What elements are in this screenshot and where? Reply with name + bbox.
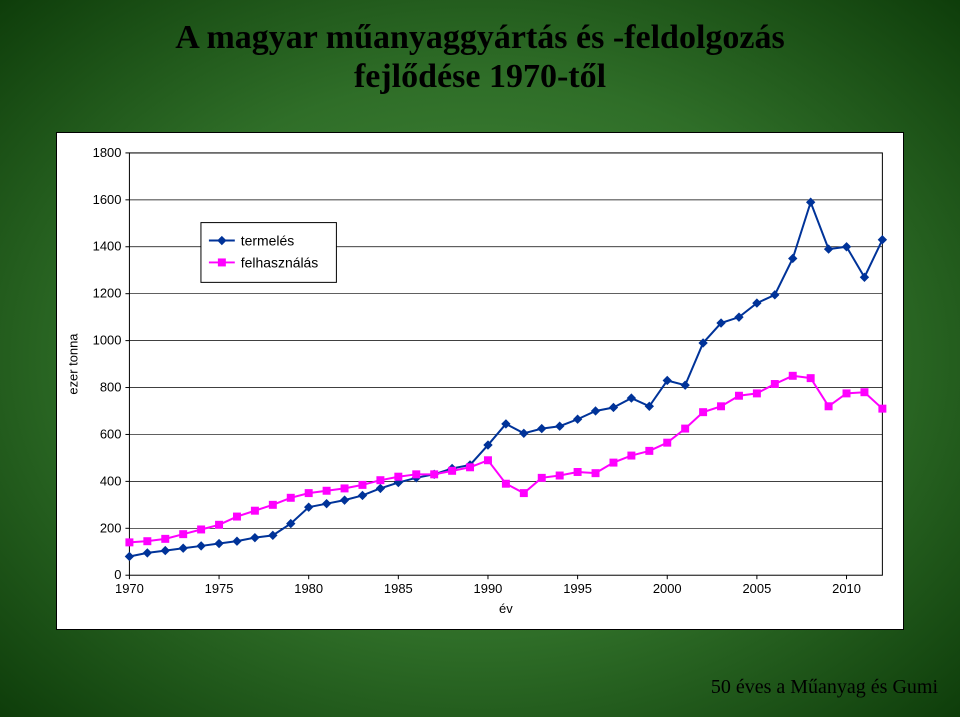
x-tick-label: 1980: [294, 581, 323, 596]
series-marker: [431, 471, 438, 478]
series-marker: [861, 389, 868, 396]
y-tick-label: 600: [100, 426, 122, 441]
legend-label: termelés: [241, 233, 294, 249]
series-marker: [216, 521, 223, 528]
series-marker: [735, 392, 742, 399]
series-marker: [825, 403, 832, 410]
series-marker: [646, 447, 653, 454]
series-marker: [700, 409, 707, 416]
series-marker: [879, 405, 886, 412]
x-tick-label: 1975: [205, 581, 234, 596]
series-marker: [628, 452, 635, 459]
y-tick-label: 1600: [93, 192, 122, 207]
series-marker: [484, 457, 491, 464]
series-marker: [198, 526, 205, 533]
series-marker: [269, 501, 276, 508]
title-line-2: fejlődése 1970-től: [0, 57, 960, 96]
x-tick-label: 1995: [563, 581, 592, 596]
y-axis-title: ezer tonna: [66, 333, 81, 395]
series-marker: [287, 494, 294, 501]
series-marker: [126, 539, 133, 546]
series-marker: [180, 531, 187, 538]
y-tick-label: 800: [100, 380, 122, 395]
series-marker: [377, 477, 384, 484]
series-marker: [502, 480, 509, 487]
slide-title: A magyar műanyaggyártás és -feldolgozás …: [0, 0, 960, 96]
series-marker: [789, 372, 796, 379]
series-marker: [664, 439, 671, 446]
series-marker: [323, 487, 330, 494]
series-marker: [233, 513, 240, 520]
series-marker: [753, 390, 760, 397]
series-marker: [610, 459, 617, 466]
series-marker: [843, 390, 850, 397]
y-tick-label: 400: [100, 473, 122, 488]
title-line-1: A magyar műanyaggyártás és -feldolgozás: [0, 18, 960, 57]
x-tick-label: 2005: [742, 581, 771, 596]
series-marker: [341, 485, 348, 492]
series-marker: [467, 464, 474, 471]
x-tick-label: 1990: [474, 581, 503, 596]
series-marker: [395, 473, 402, 480]
series-marker: [413, 471, 420, 478]
series-marker: [556, 472, 563, 479]
x-tick-label: 2000: [653, 581, 682, 596]
x-tick-label: 1970: [115, 581, 144, 596]
y-tick-label: 1000: [93, 333, 122, 348]
slide-footer: 50 éves a Műanyag és Gumi: [711, 676, 938, 699]
series-marker: [305, 490, 312, 497]
series-marker: [538, 474, 545, 481]
series-marker: [162, 535, 169, 542]
series-marker: [807, 375, 814, 382]
y-tick-label: 1200: [93, 286, 122, 301]
series-marker: [520, 490, 527, 497]
y-tick-label: 0: [114, 567, 121, 582]
series-marker: [718, 403, 725, 410]
series-marker: [771, 381, 778, 388]
slide: A magyar műanyaggyártás és -feldolgozás …: [0, 0, 960, 717]
series-marker: [682, 425, 689, 432]
x-axis-title: év: [499, 601, 513, 616]
x-tick-label: 1985: [384, 581, 413, 596]
y-tick-label: 200: [100, 520, 122, 535]
series-marker: [359, 481, 366, 488]
line-chart: 0 200 400 600 800 1000 1200 1400 1600 1800 1970 197…: [57, 133, 903, 629]
series-marker: [251, 507, 258, 514]
series-marker: [144, 538, 151, 545]
series-marker: [592, 470, 599, 477]
series-marker: [449, 467, 456, 474]
legend-label: felhasználás: [241, 254, 319, 270]
chart-panel: 0 200 400 600 800 1000 1200 1400 1600 1800 1970 197…: [56, 132, 904, 630]
y-tick-label: 1800: [93, 145, 122, 160]
series-marker: [574, 469, 581, 476]
x-tick-label: 2010: [832, 581, 861, 596]
y-tick-label: 1400: [93, 239, 122, 254]
